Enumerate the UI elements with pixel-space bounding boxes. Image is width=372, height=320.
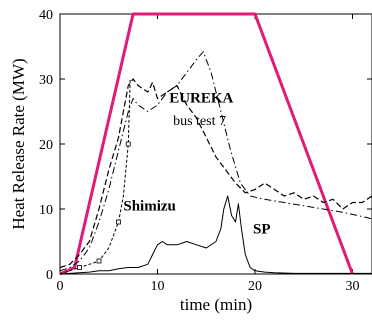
annotation-0: EUREKA bbox=[169, 90, 233, 106]
x-axis-title: time (min) bbox=[180, 295, 252, 314]
axis-ticks bbox=[59, 13, 372, 275]
series-3-marker bbox=[96, 258, 102, 264]
series-3-marker bbox=[116, 219, 121, 225]
y-tick-label: 40 bbox=[39, 8, 53, 23]
y-tick-label: 20 bbox=[39, 138, 53, 153]
series-4-line bbox=[59, 195, 372, 275]
annotation-1: bus test 7 bbox=[173, 114, 226, 129]
x-tick-label: 0 bbox=[57, 279, 64, 294]
series-group bbox=[59, 12, 372, 276]
series-3-line bbox=[59, 78, 131, 275]
x-tick-label: 10 bbox=[151, 279, 165, 294]
series-0-line bbox=[59, 12, 354, 276]
y-axis-title: Heat Release Rate (MW) bbox=[9, 58, 28, 229]
x-tick-label: 30 bbox=[346, 279, 360, 294]
series-3-marker bbox=[125, 141, 131, 147]
annotation-3: SP bbox=[253, 222, 271, 238]
y-tick-label: 0 bbox=[46, 268, 53, 283]
annotation-2: Shimizu bbox=[123, 198, 176, 214]
tick-labels: 0 10 20 30 0 10 20 30 40 bbox=[39, 8, 360, 294]
series-1-line bbox=[59, 51, 372, 272]
y-tick-label: 30 bbox=[39, 73, 53, 88]
x-tick-label: 20 bbox=[248, 279, 262, 294]
y-tick-label: 10 bbox=[39, 203, 53, 218]
series-3-marker bbox=[77, 265, 82, 270]
plot-frame bbox=[59, 13, 372, 275]
series-2-line bbox=[59, 78, 372, 269]
annotations: EUREKA bus test 7 Shimizu SP bbox=[123, 90, 270, 237]
